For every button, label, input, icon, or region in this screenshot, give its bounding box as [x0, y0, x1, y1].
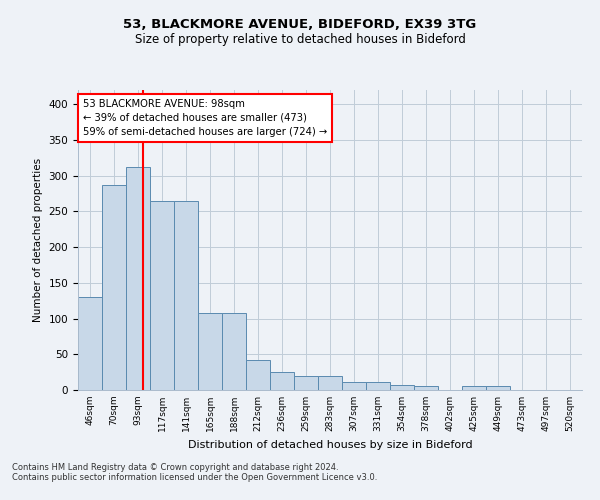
Bar [390, 385, 414, 390]
Bar [486, 386, 510, 390]
Bar [246, 360, 270, 390]
Bar [318, 376, 342, 390]
Bar [342, 382, 366, 390]
Text: Contains HM Land Registry data © Crown copyright and database right 2024.: Contains HM Land Registry data © Crown c… [12, 462, 338, 471]
Bar [462, 386, 486, 390]
Bar [126, 167, 150, 390]
Text: 53 BLACKMORE AVENUE: 98sqm
← 39% of detached houses are smaller (473)
59% of sem: 53 BLACKMORE AVENUE: 98sqm ← 39% of deta… [83, 99, 327, 137]
Bar [414, 386, 438, 390]
Bar [102, 185, 126, 390]
Text: 53, BLACKMORE AVENUE, BIDEFORD, EX39 3TG: 53, BLACKMORE AVENUE, BIDEFORD, EX39 3TG [124, 18, 476, 30]
Text: Contains public sector information licensed under the Open Government Licence v3: Contains public sector information licen… [12, 472, 377, 482]
Bar [222, 313, 246, 390]
Bar [174, 200, 198, 390]
Bar [366, 382, 390, 390]
Bar [294, 376, 318, 390]
Bar [198, 313, 222, 390]
Bar [270, 372, 294, 390]
X-axis label: Distribution of detached houses by size in Bideford: Distribution of detached houses by size … [188, 440, 472, 450]
Bar [150, 200, 174, 390]
Y-axis label: Number of detached properties: Number of detached properties [33, 158, 43, 322]
Bar [78, 297, 102, 390]
Text: Size of property relative to detached houses in Bideford: Size of property relative to detached ho… [134, 32, 466, 46]
